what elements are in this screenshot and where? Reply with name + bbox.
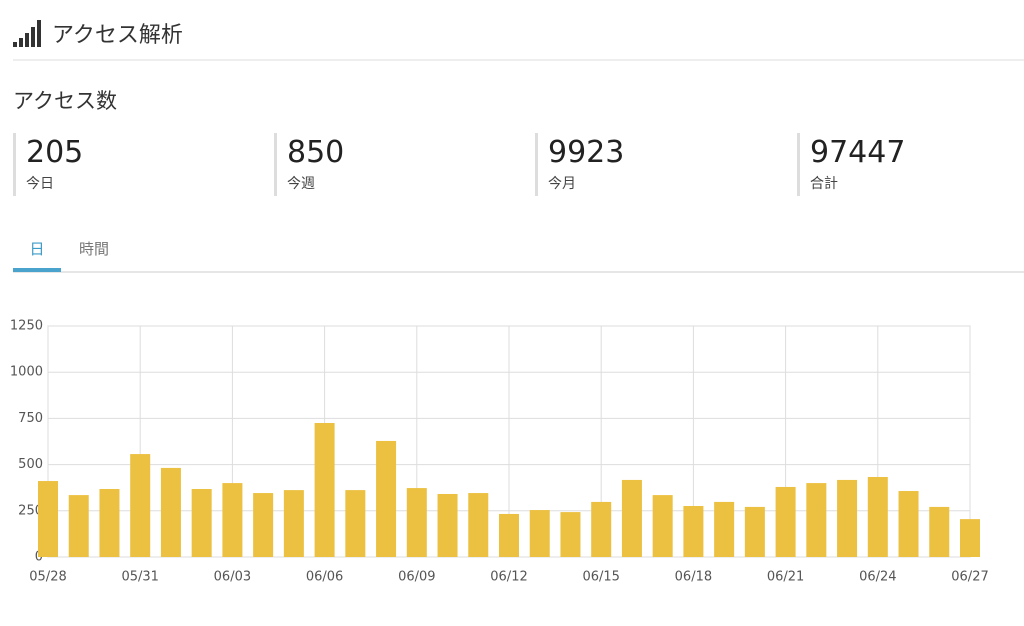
- stat-label: 今月: [548, 176, 576, 192]
- stat: 850 今週: [274, 133, 344, 196]
- x-tick-label: 05/28: [29, 570, 66, 585]
- section-title: アクセス数: [13, 89, 117, 113]
- bar: [406, 488, 427, 557]
- bar: [867, 476, 888, 557]
- x-tick-label: 06/09: [398, 570, 435, 585]
- y-tick-label: 500: [18, 457, 43, 472]
- x-tick-label: 06/18: [675, 570, 712, 585]
- bar: [837, 479, 858, 557]
- bar: [253, 493, 274, 557]
- tab[interactable]: 時間: [78, 240, 109, 258]
- bar: [191, 488, 212, 557]
- bar: [806, 483, 827, 557]
- stat-label: 合計: [810, 176, 838, 192]
- bar: [929, 506, 950, 557]
- header-icon: [13, 20, 41, 47]
- bar: [960, 519, 980, 557]
- x-tick-label: 06/15: [582, 570, 619, 585]
- stat-value: 97447: [810, 135, 906, 170]
- stat: 205 今日: [13, 133, 83, 196]
- bar: [898, 491, 919, 557]
- bar: [376, 440, 397, 557]
- bar: [591, 501, 612, 557]
- stat: 97447 合計: [797, 133, 905, 196]
- x-tick-label: 06/06: [306, 570, 343, 585]
- bar: [314, 423, 335, 557]
- bar: [68, 495, 89, 557]
- y-tick-label: 1250: [10, 319, 43, 334]
- bar: [130, 454, 151, 557]
- x-tick-label: 06/03: [214, 570, 251, 585]
- bar: [744, 506, 765, 557]
- bar: [283, 490, 304, 557]
- bar: [560, 512, 581, 557]
- stat-label: 今週: [287, 176, 315, 192]
- bar: [621, 479, 642, 557]
- stat: 9923 今月: [535, 133, 624, 196]
- x-tick-label: 06/27: [951, 570, 988, 585]
- page-title: アクセス解析: [52, 23, 183, 48]
- y-tick-label: 250: [18, 503, 43, 518]
- bar: [437, 493, 458, 557]
- bar: [529, 510, 550, 557]
- bar: [345, 490, 366, 557]
- x-tick-label: 06/24: [859, 570, 896, 585]
- tab[interactable]: 日: [13, 238, 61, 272]
- bar: [99, 488, 120, 557]
- stat-label: 今日: [26, 176, 54, 192]
- bar: [499, 513, 519, 557]
- bar: [160, 467, 181, 557]
- x-tick-label: 05/31: [121, 570, 158, 585]
- stat-value: 9923: [548, 135, 625, 170]
- y-tick-label: 750: [18, 411, 43, 426]
- bar: [683, 505, 704, 557]
- bar: [38, 481, 58, 557]
- x-tick-label: 06/21: [767, 570, 804, 585]
- stat-value: 205: [26, 135, 84, 170]
- bar: [652, 495, 673, 557]
- stat-value: 850: [287, 135, 345, 170]
- bar: [468, 493, 489, 557]
- bar: [222, 483, 243, 557]
- bar: [714, 501, 735, 557]
- y-tick-label: 1000: [10, 365, 43, 380]
- bar: [775, 486, 796, 557]
- x-tick-label: 06/12: [490, 570, 527, 585]
